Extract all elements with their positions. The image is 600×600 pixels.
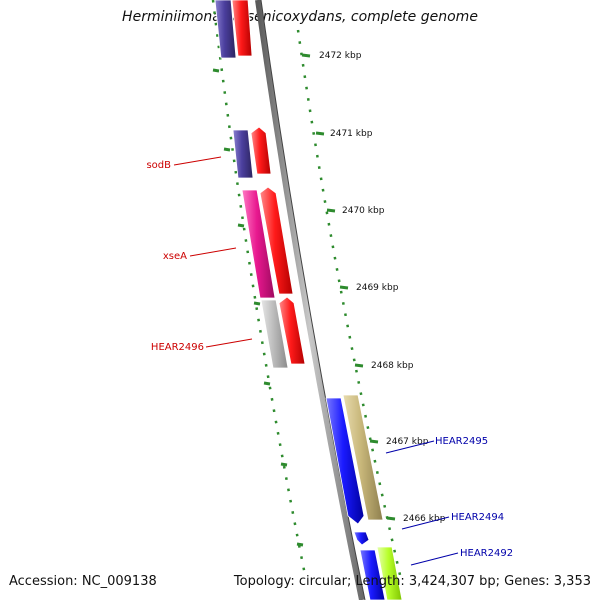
- tick-label: 2470 kbp: [342, 206, 385, 216]
- cds-red-xsea: [259, 186, 294, 295]
- tick-label: 2467 kbp: [386, 437, 429, 447]
- cds-red-sodb: [250, 126, 272, 175]
- scale-ticks: [212, 53, 396, 547]
- tick-label: 2469 kbp: [356, 283, 399, 293]
- cds-blue-hear2492: [359, 549, 386, 600]
- cds-lime-hear2492: [376, 546, 403, 600]
- cds-blue-hear2495: [325, 397, 365, 525]
- cds-khaki-hear2495: [342, 394, 384, 521]
- cds-indigo-top: [214, 0, 237, 59]
- genome-summary: Topology: circular; Length: 3,424,307 bp…: [233, 574, 591, 589]
- cds-gray-hear2496: [260, 299, 289, 369]
- tick-label: 2472 kbp: [319, 51, 362, 61]
- gene-label-hear2495: HEAR2495: [435, 436, 488, 447]
- tick-label: 2471 kbp: [330, 129, 373, 139]
- cds-red-top: [231, 0, 253, 57]
- cds-pink-xsea: [241, 189, 276, 299]
- map-title: Herminiimonas arsenicoxydans, complete g…: [122, 9, 478, 25]
- inner-track-dots: [211, 0, 307, 576]
- gene-label-hear2492: HEAR2492: [460, 548, 513, 559]
- genome-backbone: [255, 0, 365, 600]
- cds-blue-hear2494: [353, 531, 370, 546]
- cds-features: [214, 0, 403, 600]
- gene-label-xsea: xseA: [163, 251, 187, 262]
- cds-red-hear2496: [278, 296, 306, 365]
- tick-label: 2468 kbp: [371, 361, 414, 371]
- scale-labels: 2472 kbp 2471 kbp 2470 kbp 2469 kbp 2468…: [319, 51, 446, 524]
- gene-label-hear2494: HEAR2494: [451, 512, 504, 523]
- tick-label: 2466 kbp: [403, 514, 446, 524]
- accession-label: Accession: NC_009138: [9, 574, 157, 589]
- gene-labels: sodB xseA HEAR2496 HEAR2495 HEAR2494 HEA…: [146, 160, 513, 559]
- gene-label-hear2496: HEAR2496: [151, 342, 204, 353]
- gene-label-sodb: sodB: [146, 160, 171, 171]
- cds-indigo-sodb: [232, 129, 254, 179]
- label-connectors: [173, 156, 459, 566]
